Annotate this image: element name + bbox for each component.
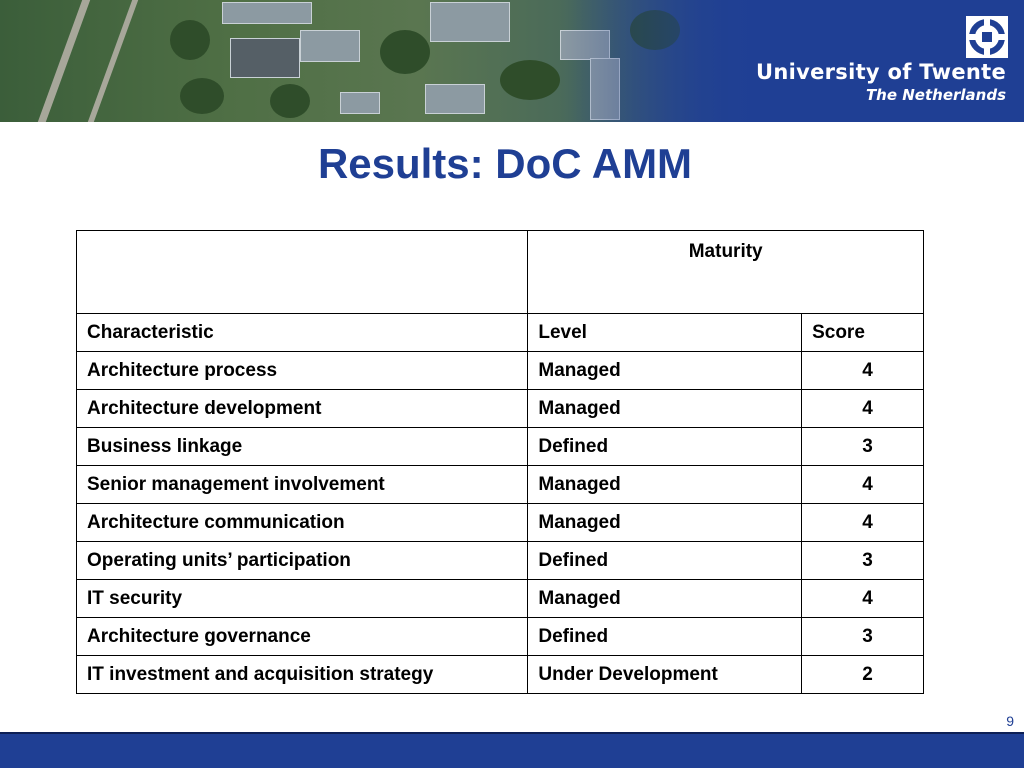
column-header-level: Level (527, 313, 803, 352)
level-cell: Under Development (527, 655, 803, 694)
university-of-twente-logo-icon (966, 16, 1008, 58)
table-row: Architecture communication Managed 4 (75, 503, 924, 542)
level-cell: Managed (527, 579, 803, 618)
empty-header-cell (75, 230, 529, 314)
characteristic-cell: Architecture communication (75, 503, 529, 542)
maturity-table: Maturity Characteristic Level Score Arch… (75, 230, 924, 694)
score-cell: 3 (801, 427, 924, 466)
university-country: The Netherlands (865, 86, 1006, 104)
characteristic-cell: Operating units’ participation (75, 541, 529, 580)
table-row: Architecture development Managed 4 (75, 389, 924, 428)
column-header-characteristic: Characteristic (75, 313, 529, 352)
level-cell: Managed (527, 465, 803, 504)
score-cell: 3 (801, 617, 924, 656)
footer-bar (0, 732, 1024, 768)
table-row: IT investment and acquisition strategy Un… (75, 655, 924, 694)
header-banner: University of Twente The Netherlands (0, 0, 1024, 122)
score-cell: 4 (801, 351, 924, 390)
university-name: University of Twente (756, 60, 1006, 84)
page-number: 9 (1006, 713, 1014, 729)
score-cell: 3 (801, 541, 924, 580)
table-row: Architecture governance Defined 3 (75, 617, 924, 656)
level-cell: Managed (527, 351, 803, 390)
characteristic-cell: Architecture development (75, 389, 529, 428)
table-row: IT security Managed 4 (75, 579, 924, 618)
level-cell: Managed (527, 503, 803, 542)
maturity-header: Maturity (527, 230, 924, 314)
level-cell: Managed (527, 389, 803, 428)
table-row: Senior management involvement Managed 4 (75, 465, 924, 504)
table-row: Architecture process Managed 4 (75, 351, 924, 390)
table-row: Operating units’ participation Defined 3 (75, 541, 924, 580)
characteristic-cell: Senior management involvement (75, 465, 529, 504)
characteristic-cell: Architecture process (75, 351, 529, 390)
characteristic-cell: IT security (75, 579, 529, 618)
table-column-header-row: Characteristic Level Score (75, 313, 924, 352)
score-cell: 2 (801, 655, 924, 694)
slide-title: Results: DoC AMM (317, 140, 693, 187)
characteristic-cell: Business linkage (75, 427, 529, 466)
table-group-header-row: Maturity (75, 230, 924, 314)
level-cell: Defined (527, 617, 803, 656)
level-cell: Defined (527, 427, 803, 466)
score-cell: 4 (801, 579, 924, 618)
score-cell: 4 (801, 389, 924, 428)
characteristic-cell: IT investment and acquisition strategy (75, 655, 529, 694)
level-cell: Defined (527, 541, 803, 580)
score-cell: 4 (801, 465, 924, 504)
characteristic-cell: Architecture governance (75, 617, 529, 656)
score-cell: 4 (801, 503, 924, 542)
table-row: Business linkage Defined 3 (75, 427, 924, 466)
column-header-score: Score (801, 313, 924, 352)
